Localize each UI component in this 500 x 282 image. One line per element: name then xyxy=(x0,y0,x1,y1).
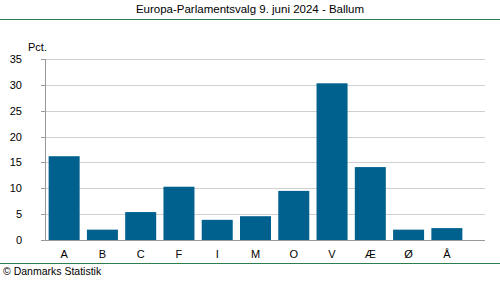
y-tick xyxy=(41,214,45,215)
x-tick-label: F xyxy=(176,248,183,260)
title: Europa-Parlamentsvalg 9. juni 2024 - Bal… xyxy=(136,3,364,15)
grid-line xyxy=(45,137,485,138)
bars xyxy=(49,83,463,240)
bar xyxy=(240,216,271,240)
grid xyxy=(41,60,485,241)
grid-line xyxy=(45,240,485,241)
y-tick xyxy=(41,188,45,189)
y-tick-label: 10 xyxy=(10,182,22,194)
x-tick-label: B xyxy=(99,248,106,260)
y-tick-label: 30 xyxy=(10,79,22,91)
grid-line xyxy=(45,188,485,189)
bar xyxy=(202,220,233,240)
y-tick-label: 0 xyxy=(16,234,22,246)
bar xyxy=(317,83,348,240)
y-tick-label: 35 xyxy=(10,53,22,65)
grid-line xyxy=(45,162,485,163)
grid-line xyxy=(45,59,485,60)
y-axis xyxy=(45,59,46,240)
chart-root: Europa-Parlamentsvalg 9. juni 2024 - Bal… xyxy=(0,0,500,282)
bar xyxy=(355,167,386,240)
y-tick-label: 15 xyxy=(10,156,22,168)
footer-rule xyxy=(0,263,500,264)
grid-line xyxy=(45,214,485,215)
x-tick-label: Å xyxy=(443,248,451,260)
x-tick-label: Ø xyxy=(404,248,413,260)
y-tick xyxy=(41,240,45,241)
x-tick-label: M xyxy=(251,248,260,260)
y-tick xyxy=(41,162,45,163)
x-tick-label: O xyxy=(289,248,298,260)
y-tick-label: 5 xyxy=(16,208,22,220)
y-tick xyxy=(41,137,45,138)
bar xyxy=(278,191,309,240)
y-tick-label: 25 xyxy=(10,105,22,117)
bar xyxy=(393,230,424,240)
source: © Danmarks Statistik xyxy=(3,265,102,277)
y-axis-label: Pct. xyxy=(28,41,47,53)
y-tick xyxy=(41,85,45,86)
bar xyxy=(163,187,194,240)
y-tick xyxy=(41,59,45,60)
y-tick-label: 20 xyxy=(10,131,22,143)
x-tick-label: C xyxy=(137,248,145,260)
chart-svg: Europa-Parlamentsvalg 9. juni 2024 - Bal… xyxy=(0,0,500,282)
x-tick-label: V xyxy=(328,248,336,260)
x-tick-label: I xyxy=(216,248,219,260)
bar xyxy=(49,156,80,240)
bar xyxy=(87,230,118,240)
x-tick-label: Æ xyxy=(365,248,376,260)
x-axis xyxy=(45,240,485,241)
title-rule xyxy=(0,19,500,20)
grid-line xyxy=(45,85,485,86)
bar xyxy=(431,228,462,240)
grid-line xyxy=(45,111,485,112)
y-tick xyxy=(41,111,45,112)
x-tick-label: A xyxy=(60,248,68,260)
bar xyxy=(125,212,156,240)
